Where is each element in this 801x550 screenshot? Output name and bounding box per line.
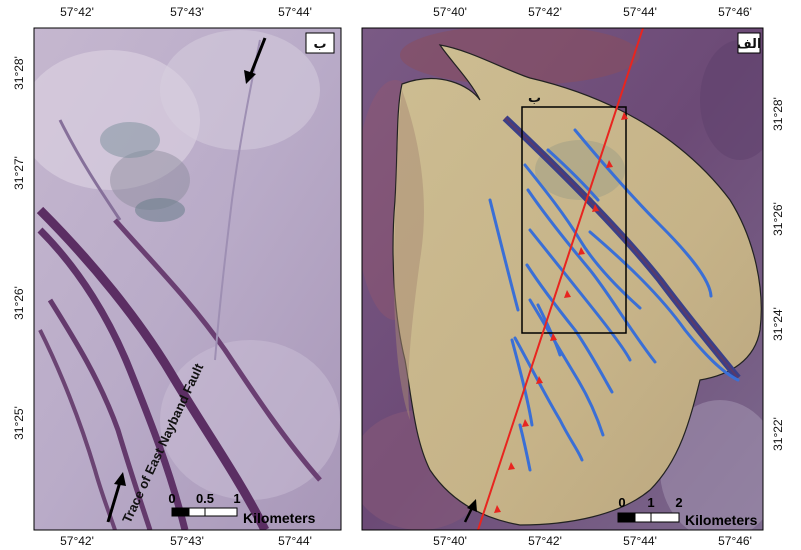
x-tick-bottom: 57°42' — [60, 534, 94, 548]
stream — [528, 298, 605, 437]
y-tick-right: 31°24' — [771, 307, 785, 341]
scale-tick-label: 1 — [233, 491, 240, 506]
channel — [38, 329, 117, 530]
y-tick-right: 31°28' — [771, 97, 785, 131]
x-tick-top: 57°44' — [278, 5, 312, 19]
scale-unit-label: Kilometers — [685, 512, 758, 528]
panel-a-tag-box — [737, 32, 761, 54]
x-tick-top: 57°43' — [170, 5, 204, 19]
scale-tick-label: 1 — [647, 495, 654, 510]
fault-arrow-bottom — [106, 472, 126, 523]
panel-b: ب Trace of East Nayband Fault 0 0.5 1 Ki… — [12, 5, 342, 548]
stream — [488, 198, 520, 312]
channel — [47, 298, 153, 530]
panel-a-terrain — [362, 28, 763, 530]
inset-tag: ب — [528, 91, 541, 106]
panel-b-terrain — [34, 30, 340, 530]
panel-a-scale-bar: 0 1 2 Kilometers — [617, 495, 758, 528]
stream — [518, 423, 532, 472]
scale-tick-label: 2 — [675, 495, 682, 510]
stream — [510, 338, 534, 427]
y-tick-left: 31°27' — [12, 156, 26, 190]
x-tick-bottom: 57°44' — [278, 534, 312, 548]
inset-extent-box — [521, 106, 627, 334]
stream — [523, 163, 642, 310]
channel — [214, 39, 261, 361]
channel — [113, 218, 322, 482]
east-nayband-fault — [477, 28, 644, 530]
x-tick-top: 57°44' — [623, 5, 657, 19]
stream — [536, 303, 562, 357]
stream — [528, 228, 632, 362]
x-tick-bottom: 57°40' — [433, 534, 467, 548]
stream — [526, 188, 657, 364]
panel-b-tag: ب — [313, 37, 326, 52]
stream — [588, 230, 740, 382]
panel-b-scale-bar: 0 0.5 1 Kilometers — [168, 491, 315, 526]
y-tick-left: 31°26' — [12, 286, 26, 320]
stream — [513, 336, 584, 462]
x-tick-top: 57°46' — [718, 5, 752, 19]
fault-arrow — [463, 499, 477, 523]
stream — [573, 128, 713, 298]
stream — [546, 148, 600, 202]
x-tick-bottom: 57°42' — [528, 534, 562, 548]
y-tick-right: 31°22' — [771, 417, 785, 451]
stream — [525, 263, 614, 394]
stream-network — [488, 128, 740, 472]
y-tick-left: 31°25' — [12, 406, 26, 440]
panel-a-tag: الف — [737, 37, 762, 52]
channel — [36, 206, 270, 530]
x-tick-top: 57°42' — [528, 5, 562, 19]
x-tick-top: 57°42' — [60, 5, 94, 19]
y-tick-left: 31°28' — [12, 56, 26, 90]
x-tick-top: 57°40' — [433, 5, 467, 19]
panel-a: ب الف 0 1 2 Kilometers 57°40' 57°42' 57°… — [361, 5, 785, 548]
channel — [58, 119, 122, 221]
panel-b-tag-box — [305, 32, 335, 54]
scale-unit-label: Kilometers — [243, 510, 316, 526]
scale-tick-label: 0 — [168, 491, 175, 506]
scale-tick-label: 0.5 — [196, 491, 214, 506]
x-tick-bottom: 57°43' — [170, 534, 204, 548]
y-tick-right: 31°26' — [771, 202, 785, 236]
x-tick-bottom: 57°46' — [718, 534, 752, 548]
x-tick-bottom: 57°44' — [623, 534, 657, 548]
fault-arrow-top — [244, 37, 267, 84]
scale-tick-label: 0 — [618, 495, 625, 510]
channel — [37, 227, 189, 530]
